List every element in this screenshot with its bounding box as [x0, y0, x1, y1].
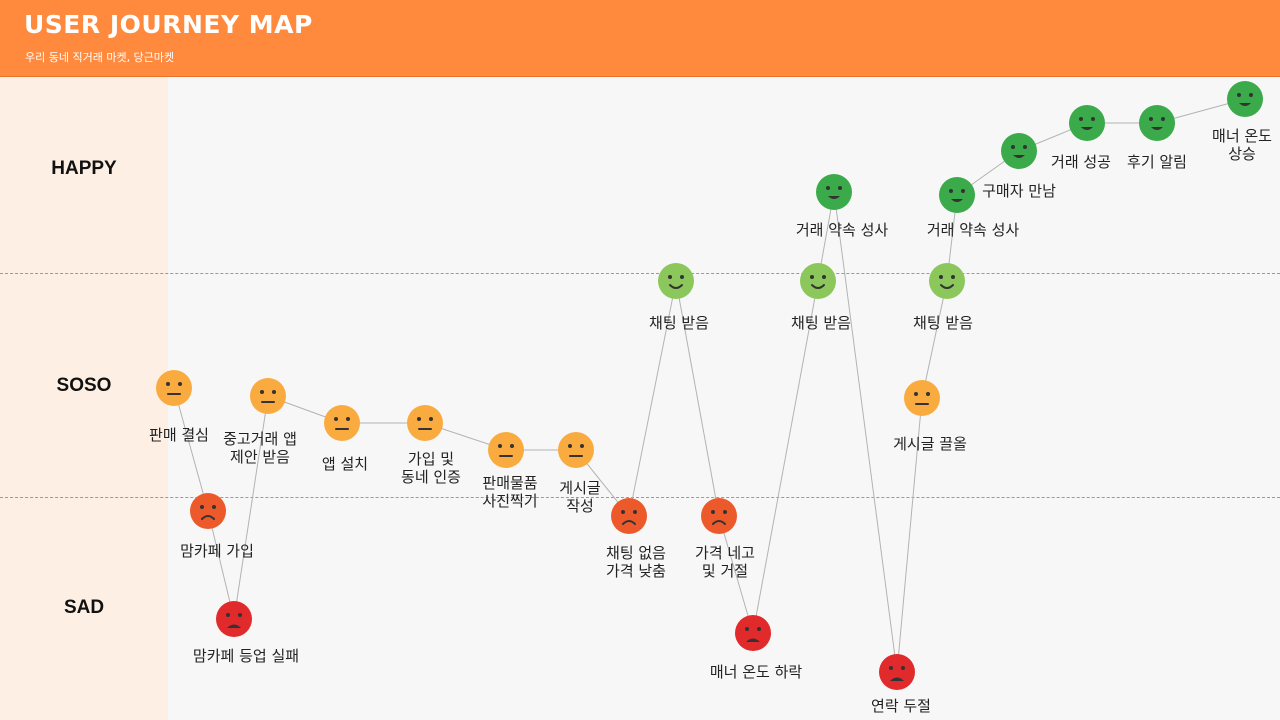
- sad-face-icon: [190, 493, 226, 529]
- journey-step: 가입 및동네 인증: [401, 405, 461, 486]
- journey-step: 판매 결심: [149, 370, 209, 444]
- divider-happy-soso: [0, 273, 1280, 274]
- journey-step: 구매자 만남: [982, 133, 1056, 200]
- journey-step: 맘카페 등업 실패: [193, 601, 299, 665]
- journey-connector: [752, 280, 819, 634]
- step-label: 가입 및: [408, 450, 454, 468]
- journey-step: 채팅 받음: [649, 263, 709, 332]
- journey-step: 가격 네고및 거절: [695, 498, 755, 580]
- journey-step: 앱 설치: [322, 405, 368, 473]
- smile-face-icon: [800, 263, 836, 299]
- journey-step: 게시글 끌올: [893, 380, 967, 453]
- level-label-sad: SAD: [63, 597, 105, 618]
- happy-face-icon: [1001, 133, 1037, 169]
- step-label: 중고거래 앱: [223, 430, 297, 448]
- step-label: 후기 알림: [1127, 153, 1187, 171]
- journey-step: 매너 온도 하락: [710, 615, 803, 681]
- step-label: 작성: [566, 497, 594, 515]
- step-label: 앱 설치: [322, 455, 368, 473]
- sad-face-icon: [701, 498, 737, 534]
- step-label: 판매물품: [482, 474, 537, 492]
- step-label: 맘카페 등업 실패: [193, 647, 299, 665]
- journey-connector: [233, 395, 269, 620]
- smile-face-icon: [658, 263, 694, 299]
- step-label: 구매자 만남: [982, 182, 1056, 200]
- step-label: 상승: [1228, 145, 1256, 163]
- step-label: 채팅 없음: [606, 544, 666, 562]
- journey-connector: [628, 280, 677, 517]
- step-label: 게시글: [559, 479, 601, 497]
- happy-face-icon: [1069, 105, 1105, 141]
- smile-face-icon: [929, 263, 965, 299]
- step-label: 채팅 받음: [649, 314, 709, 332]
- step-label: 채팅 받음: [791, 314, 851, 332]
- neutral-face-icon: [250, 378, 286, 414]
- journey-step: 채팅 받음: [791, 263, 851, 332]
- step-label: 판매 결심: [149, 426, 209, 444]
- level-label-band: [0, 77, 168, 720]
- header-banner: USER JOURNEY MAP 우리 동네 직거래 마켓, 당근마켓: [0, 0, 1280, 77]
- step-label: 사진찍기: [482, 492, 537, 510]
- step-label: 가격 낮춤: [606, 562, 666, 580]
- page-subtitle: 우리 동네 직거래 마켓, 당근마켓: [25, 51, 175, 64]
- upset-face-icon: [879, 654, 915, 690]
- journey-connector: [675, 280, 720, 517]
- step-label: 맘카페 가입: [180, 542, 254, 560]
- happy-face-icon: [1139, 105, 1175, 141]
- step-label: 채팅 받음: [913, 314, 973, 332]
- sad-face-icon: [611, 498, 647, 534]
- step-label: 거래 약속 성사: [927, 221, 1020, 239]
- journey-step: 거래 약속 성사: [796, 174, 889, 239]
- happy-face-icon: [939, 177, 975, 213]
- step-label: 게시글 끌올: [893, 435, 967, 453]
- level-label-soso: SOSO: [56, 375, 112, 396]
- neutral-face-icon: [324, 405, 360, 441]
- journey-step: 맘카페 가입: [180, 493, 254, 560]
- step-label: 거래 약속 성사: [796, 221, 889, 239]
- step-label: 연락 두절: [871, 697, 931, 715]
- journey-step: 중고거래 앱제안 받음: [223, 378, 297, 466]
- neutral-face-icon: [558, 432, 594, 468]
- neutral-face-icon: [407, 405, 443, 441]
- step-label: 매너 온도 하락: [710, 663, 803, 681]
- journey-step: 거래 성공: [1051, 105, 1111, 171]
- level-label-happy: HAPPY: [51, 158, 117, 179]
- journey-connector: [921, 280, 948, 399]
- journey-step: 채팅 받음: [913, 263, 973, 332]
- step-label: 제안 받음: [230, 448, 290, 466]
- neutral-face-icon: [156, 370, 192, 406]
- neutral-face-icon: [904, 380, 940, 416]
- step-label: 및 거절: [702, 562, 748, 580]
- happy-face-icon: [1227, 81, 1263, 117]
- page-title: USER JOURNEY MAP: [24, 10, 313, 39]
- journey-connector: [173, 387, 209, 512]
- upset-face-icon: [735, 615, 771, 651]
- step-label: 동네 인증: [401, 468, 461, 486]
- journey-connector: [207, 510, 235, 620]
- journey-step: 연락 두절: [871, 654, 931, 715]
- step-label: 매너 온도: [1212, 127, 1272, 145]
- step-label: 가격 네고: [695, 544, 755, 562]
- journey-connector: [718, 515, 754, 634]
- happy-face-icon: [816, 174, 852, 210]
- step-label: 거래 성공: [1051, 153, 1111, 171]
- journey-connector: [833, 191, 898, 673]
- divider-soso-sad: [0, 497, 1280, 498]
- journey-connector: [896, 397, 923, 673]
- journey-step: 후기 알림: [1127, 105, 1187, 171]
- journey-step: 거래 약속 성사: [927, 177, 1020, 239]
- upset-face-icon: [216, 601, 252, 637]
- neutral-face-icon: [488, 432, 524, 468]
